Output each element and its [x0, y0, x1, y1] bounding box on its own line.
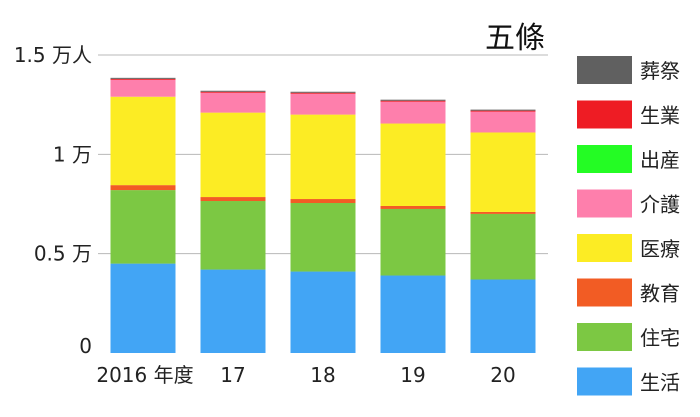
legend-label: 教育	[640, 282, 680, 306]
bar-segment-教育	[380, 205, 446, 209]
bar-segment-生活	[380, 275, 446, 353]
x-tick-label: 20	[490, 363, 515, 387]
y-tick-label: 1 万	[53, 142, 92, 166]
bar-segment-介護	[290, 93, 356, 115]
legend-label: 葬祭	[640, 59, 680, 83]
legend-swatch	[577, 100, 632, 129]
bar-segment-医療	[200, 112, 266, 198]
legend-label: 出産	[640, 148, 680, 172]
x-tick-label: 19	[400, 363, 425, 387]
bar-segment-住宅	[200, 201, 266, 270]
legend-item: 生業	[577, 100, 680, 129]
bar-segment-医療	[290, 114, 356, 200]
y-tick-label: 0.5 万	[34, 242, 92, 266]
bar-segment-教育	[470, 211, 536, 214]
legend-item: 葬祭	[577, 56, 680, 84]
legend-label: 住宅	[640, 326, 680, 350]
bar-segment-生業	[290, 92, 356, 94]
bar-segment-葬祭	[200, 90, 266, 92]
legend-item: 出産	[577, 145, 680, 173]
legend-label: 生活	[640, 371, 680, 395]
legend-item: 介護	[577, 189, 680, 218]
legend-item: 医療	[577, 234, 680, 262]
bar-segment-葬祭	[380, 99, 446, 101]
bar-segment-生業	[110, 78, 176, 80]
bars	[110, 77, 536, 353]
bar-segment-住宅	[290, 203, 356, 272]
bar-segment-介護	[200, 92, 266, 113]
legend-swatch	[577, 278, 632, 307]
bar-segment-介護	[470, 111, 536, 133]
bar-segment-葬祭	[110, 77, 176, 79]
axes: 0 0.5 万 1 万 1.5 万人 2016 年度 17 18 19 20	[14, 43, 516, 387]
bar-segment-介護	[110, 79, 176, 97]
bar-segment-住宅	[110, 190, 176, 264]
x-tick-label: 18	[310, 363, 335, 387]
legend-item: 住宅	[577, 323, 680, 351]
y-tick-label: 1.5 万人	[14, 43, 92, 67]
bar-segment-生活	[200, 269, 266, 353]
legend-swatch	[577, 234, 632, 262]
bar-segment-教育	[290, 199, 356, 204]
bar-segment-生業	[470, 110, 536, 112]
bar-segment-生活	[290, 271, 356, 353]
chart-title: 五條	[485, 21, 545, 56]
bar-segment-生業	[380, 100, 446, 102]
bar-segment-葬祭	[470, 109, 536, 111]
legend-swatch	[577, 189, 632, 218]
legend-label: 生業	[640, 104, 680, 128]
bar-segment-生活	[470, 279, 536, 353]
bar-segment-教育	[200, 197, 266, 202]
legend-swatch	[577, 56, 632, 84]
bar-segment-医療	[110, 96, 176, 186]
x-tick-label: 2016 年度	[96, 363, 193, 387]
bar-segment-教育	[110, 185, 176, 191]
y-tick-label: 0	[79, 334, 92, 358]
x-tick-label: 17	[220, 363, 245, 387]
bar-segment-住宅	[470, 213, 536, 280]
legend-swatch	[577, 367, 632, 396]
legend-label: 介護	[640, 193, 680, 217]
bar-segment-介護	[380, 101, 446, 124]
bar-segment-医療	[470, 132, 536, 212]
bar-segment-生活	[110, 263, 176, 353]
bar-segment-生業	[200, 91, 266, 93]
bar-segment-葬祭	[290, 91, 356, 93]
legend-item: 生活	[577, 367, 680, 396]
bar-segment-医療	[380, 123, 446, 206]
legend-label: 医療	[640, 237, 680, 261]
legend-swatch	[577, 145, 632, 173]
legend-swatch	[577, 323, 632, 351]
legend-item: 教育	[577, 278, 680, 307]
bar-segment-住宅	[380, 208, 446, 276]
